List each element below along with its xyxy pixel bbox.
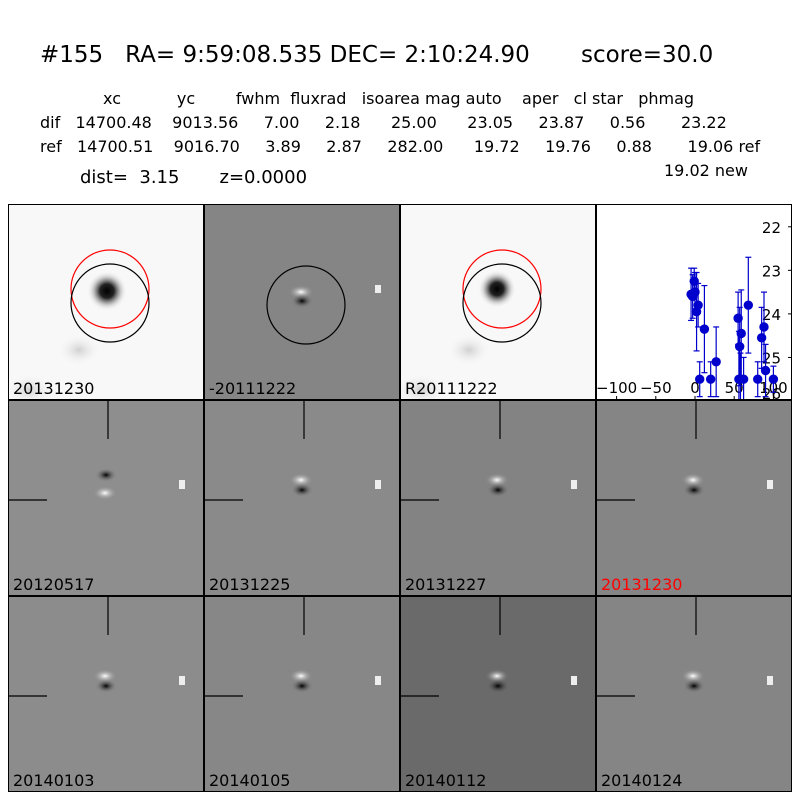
dif-row: dif 14700.48 9013.56 7.00 2.18 25.00 23.… xyxy=(40,113,727,132)
black-aperture-circle xyxy=(70,263,150,343)
panel-label: -20111222 xyxy=(209,379,297,398)
red-aperture-circle xyxy=(462,249,542,329)
red-aperture-circle xyxy=(70,249,150,329)
host-galaxy xyxy=(57,334,101,366)
panel-label: 20131230 xyxy=(13,379,95,398)
epoch-stamp: 20140103 xyxy=(8,596,204,792)
data-point xyxy=(760,343,771,398)
stamp-date-label: 20131225 xyxy=(209,575,291,594)
y-tick-label: 23 xyxy=(762,262,781,280)
stamp-date-label: 20140112 xyxy=(405,771,487,790)
stamp-date-label: 20140124 xyxy=(601,771,683,790)
new-mag: 19.02 new xyxy=(664,161,748,180)
columns-header: xc yc fwhm fluxrad isoarea mag auto aper… xyxy=(103,89,695,108)
epoch-stamp: 20131227 xyxy=(400,400,596,596)
x-tick-label: −50 xyxy=(640,379,672,397)
stamp-date-label: 20131227 xyxy=(405,575,487,594)
new-image-panel: 20131230 xyxy=(8,204,204,400)
candidate-title: #155 RA= 9:59:08.535 DEC= 2:10:24.90 sco… xyxy=(40,42,714,68)
data-point xyxy=(705,361,716,398)
data-point xyxy=(695,361,705,398)
nearby-galaxy xyxy=(9,374,53,399)
reference-image-panel: R20111222 xyxy=(400,204,596,400)
data-point xyxy=(768,365,779,393)
y-tick-label: 25 xyxy=(762,349,781,367)
epoch-stamp: 20120517 xyxy=(8,400,204,596)
star-source xyxy=(87,271,127,311)
stamp-date-label: 20140105 xyxy=(209,771,291,790)
data-point xyxy=(743,256,754,354)
y-tick-label: 22 xyxy=(762,219,781,237)
epoch-stamp: 20131225 xyxy=(204,400,400,596)
stamp-date-label: 20120517 xyxy=(13,575,95,594)
epoch-stamp: 20140112 xyxy=(400,596,596,792)
epoch-stamp: 20131230 xyxy=(596,400,792,596)
light-curve-chart: 22 23 24 25 26 −100 −50 0 50 100 xyxy=(596,204,792,400)
y-tick-label: 24 xyxy=(762,306,781,324)
stamp-date-label: 20131230 xyxy=(601,575,683,594)
data-point xyxy=(759,291,769,363)
dist-line: dist= 3.15 z=0.0000 xyxy=(80,167,308,188)
epoch-stamp: 20140105 xyxy=(204,596,400,792)
data-point xyxy=(699,284,710,374)
epoch-stamp: 20140124 xyxy=(596,596,792,792)
difference-image-panel: -20111222 xyxy=(204,204,400,400)
star-source xyxy=(478,270,516,308)
x-tick-label: 0 xyxy=(690,379,700,397)
data-point xyxy=(753,361,763,398)
x-tick-label: −100 xyxy=(597,379,637,397)
black-aperture-circle xyxy=(266,265,346,345)
data-point xyxy=(693,282,703,328)
black-aperture-circle xyxy=(462,263,542,343)
stamp-date-label: 20140103 xyxy=(13,771,95,790)
data-point xyxy=(711,326,721,398)
data-point xyxy=(738,356,749,399)
ref-row: ref 14700.51 9016.70 3.89 2.87 282.00 19… xyxy=(40,137,761,156)
panel-label: R20111222 xyxy=(405,379,498,398)
